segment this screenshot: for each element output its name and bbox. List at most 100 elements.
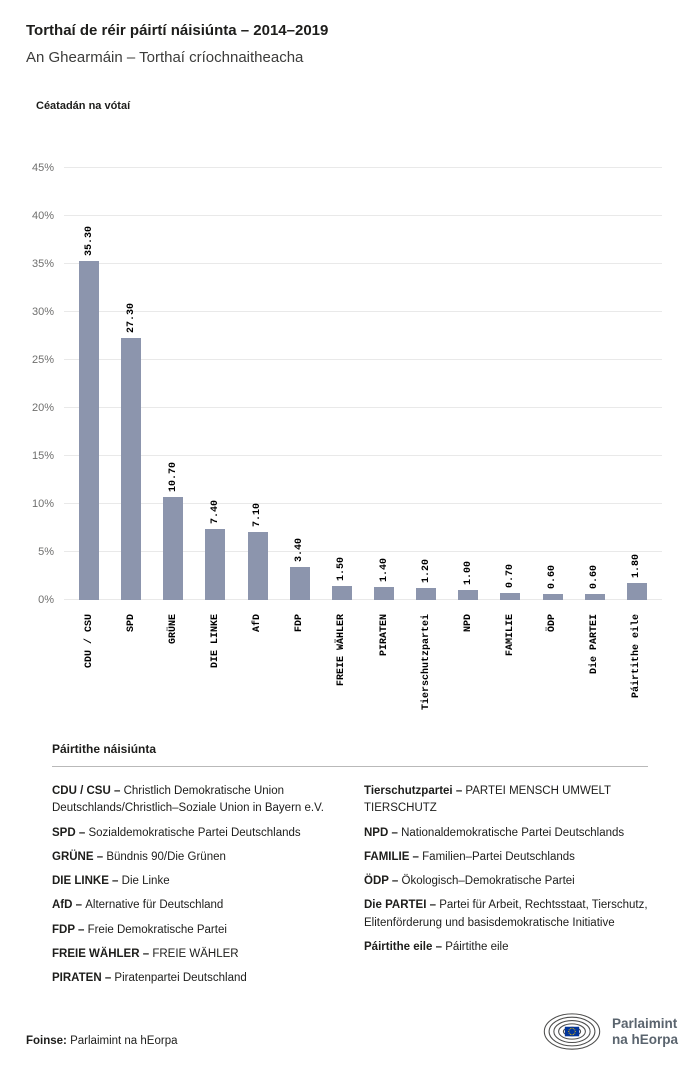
ep-logo: Parlaimint na hEorpa (540, 1011, 678, 1053)
bar-value-label: 1.00 (462, 561, 474, 586)
x-axis-label: Die PARTEI (589, 614, 601, 675)
bar-column: 1.50 (321, 168, 363, 600)
bar (458, 590, 479, 600)
legend-name: Sozialdemokratische Partei Deutschlands (88, 826, 301, 839)
gridline (64, 599, 662, 600)
bar-column: 7.40 (194, 168, 236, 600)
ep-logo-text: Parlaimint na hEorpa (612, 1016, 678, 1047)
legend-abbr: DIE LINKE – (52, 875, 122, 887)
legend-abbr: ÖDP – (364, 875, 402, 887)
x-axis-cell: ÖDP (532, 608, 574, 730)
x-axis-label: FDP (294, 614, 306, 633)
bar-column: 35.30 (68, 168, 110, 600)
x-axis-cell: FREIE WÄHLER (321, 608, 363, 730)
bar (374, 586, 395, 600)
bar-value-label: 35.30 (83, 226, 95, 257)
legend-abbr: Tierschutzpartei – (364, 785, 466, 797)
gridline (64, 359, 662, 360)
bar-column: 0.70 (489, 168, 531, 600)
legend-column: CDU / CSU – Christlich Demokratische Uni… (52, 783, 336, 994)
y-axis-label: 10% (31, 498, 54, 510)
plot-area: 0% 5% 10% 15% 20% 25% 30% 35% 40% 45% 35.30 27.30 10… (32, 162, 662, 606)
legend-name: PARTEI MENSCH UMWELT TIERSCHUTZ (364, 785, 611, 815)
y-axis-label: 40% (31, 210, 54, 222)
x-axis-label: GRÜNE (167, 614, 179, 645)
legend-abbr: FDP – (52, 923, 88, 936)
bar-value-label: 1.20 (420, 559, 432, 584)
legend-heading: Páirtithe náisiúnta (52, 742, 157, 756)
x-axis-cell: NPD (447, 608, 489, 730)
ep-logo-text-line1: Parlaimint (611, 1016, 678, 1032)
bar-chart: 0% 5% 10% 15% 20% 25% 30% 35% 40% 45% 35.30 27.30 10… (32, 162, 662, 730)
bar-value-label: 1.80 (631, 553, 643, 578)
x-axis-label: NPD (462, 614, 474, 633)
x-axis-cell: Páirtithe eile (616, 608, 658, 730)
legend-item: FAMILIE – Familien–Partei Deutschlands (364, 849, 648, 866)
x-axis-label: SPD (125, 614, 137, 633)
y-axis-label: 0% (38, 594, 54, 606)
content: Torthaí de réir páirtí náisiúnta – 2014–… (26, 22, 662, 994)
y-axis-label: 5% (38, 546, 54, 558)
bar-column: 10.70 (152, 168, 194, 600)
legend-abbr: NPD – (364, 826, 402, 839)
legend-item: FREIE WÄHLER – FREIE WÄHLER (52, 946, 336, 963)
legend-name: Familien–Partei Deutschlands (422, 850, 575, 863)
bar (79, 261, 100, 600)
bar-value-label: 7.10 (252, 502, 264, 527)
page-subtitle: An Ghearmáin – Torthaí críochnaitheacha (26, 49, 304, 66)
legend-name: FREIE WÄHLER (152, 947, 239, 960)
legend-name: Alternative für Deutschland (85, 899, 224, 912)
legend-item: Die PARTEI – Partei für Arbeit, Rechtsst… (364, 897, 648, 932)
bar-value-label: 10.70 (167, 462, 179, 493)
x-axis-cell: FDP (279, 608, 321, 730)
x-axis-label: DIE LINKE (209, 614, 221, 669)
x-axis-cell: FAMILIE (489, 608, 531, 730)
legend-name: Páirtithe eile (445, 940, 509, 953)
legend-item: GRÜNE – Bündnis 90/Die Grünen (52, 849, 336, 866)
gridline (64, 311, 662, 313)
eu-flag-icon (564, 1026, 580, 1037)
y-axis-label: 25% (31, 354, 54, 366)
bar (163, 497, 184, 600)
gridline (64, 263, 662, 264)
legend-abbr: GRÜNE – (52, 850, 107, 863)
legend-item: ÖDP – Ökologisch–Demokratische Partei (364, 873, 648, 890)
bar-value-label: 0.70 (504, 564, 516, 589)
legend-name: Die Linke (121, 875, 170, 887)
bar (542, 594, 563, 600)
legend-abbr: CDU / CSU – (52, 785, 124, 797)
source-text: Parlaimint na hEorpa (70, 1035, 178, 1047)
gridline (64, 167, 662, 168)
bar-column: 1.20 (405, 168, 447, 600)
legend-item: NPD – Nationaldemokratische Partei Deuts… (364, 825, 648, 842)
legend-divider (52, 766, 648, 767)
bar-value-label: 0.60 (589, 565, 601, 590)
x-axis-cell: GRÜNE (152, 608, 194, 730)
x-axis-cell: AfD (237, 608, 279, 730)
bar-value-label: 1.40 (378, 557, 390, 582)
legend-item: SPD – Sozialdemokratische Partei Deutsch… (52, 825, 336, 842)
source-label: Foinse: (26, 1035, 67, 1047)
source-line: Foinse: Parlaimint na hEorpa (26, 1035, 178, 1053)
x-axis-cell: Die PARTEI (574, 608, 616, 730)
ep-hemicycle-icon (543, 1013, 601, 1050)
legend-abbr: AfD – (52, 899, 86, 912)
legend-name: Christlich Demokratische Union Deutschla… (52, 785, 324, 815)
legend-columns: CDU / CSU – Christlich Demokratische Uni… (52, 783, 648, 994)
legend-abbr: PIRATEN – (52, 972, 115, 984)
y-axis-label: 30% (31, 306, 54, 319)
gridline (64, 455, 662, 457)
bar-column: 0.60 (574, 168, 616, 600)
y-axis-label: 35% (31, 258, 54, 270)
bar-value-label: 3.40 (294, 538, 306, 563)
x-axis-cell: DIE LINKE (194, 608, 236, 730)
bars: 35.30 27.30 10.70 7.40 7.10 3.40 1.50 1.40 1.20 1… (68, 168, 658, 600)
legend-abbr: Die PARTEI – (364, 899, 440, 912)
legend-item: Tierschutzpartei – PARTEI MENSCH UMWELT … (364, 783, 648, 818)
legend-section: Páirtithe náisiúnta CDU / CSU – Christli… (52, 742, 648, 994)
legend-name: Freie Demokratische Partei (87, 923, 227, 936)
bar-column: 1.00 (447, 168, 489, 600)
bar-column: 1.80 (616, 168, 658, 600)
legend-abbr: SPD – (52, 826, 89, 839)
x-axis: CDU / CSU SPD GRÜNE DIE LINKE AfD FDP FREIE WÄ… (64, 608, 662, 730)
